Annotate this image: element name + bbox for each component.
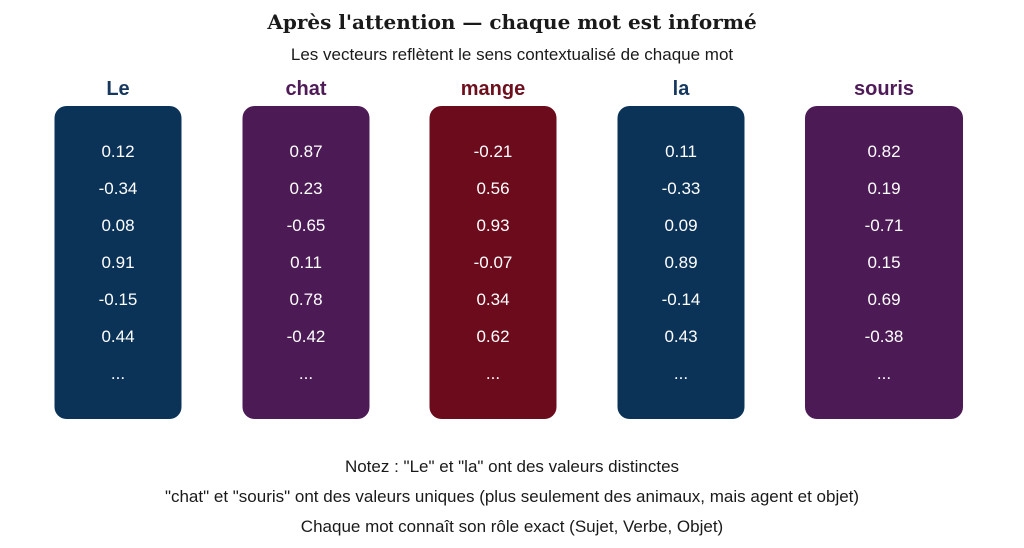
diagram-subtitle: Les vecteurs reflètent le sens contextua… [290,45,734,64]
vector-value: 0.69 [867,290,901,309]
vector-value: 0.19 [867,179,901,198]
vector-value: -0.14 [661,290,701,309]
vector-value: -0.34 [98,179,138,198]
vector-box: 0.11 -0.33 0.09 0.89 -0.14 0.43... [617,106,745,419]
vector-box: 0.87 0.23 -0.65 0.11 0.78 -0.42... [242,106,370,419]
word-label: mange [460,78,526,100]
vector-value: 0.78 [289,290,323,309]
vector-box: 0.82 0.19 -0.71 0.15 0.69 -0.38... [805,106,963,419]
note-line-2: "chat" et "souris" ont des valeurs uniqu… [164,487,860,506]
vector-value: 0.93 [476,216,510,235]
word-label: la [672,78,690,100]
vector-values: 0.87 0.23 -0.65 0.11 0.78 -0.42... [243,106,370,402]
vector-value: -0.07 [473,253,513,272]
vector-box: -0.21 0.56 0.93 -0.07 0.34 0.62... [429,106,557,419]
vector-value: 0.09 [664,216,698,235]
word-label: Le [106,78,130,100]
word-column: chat 0.87 0.23 -0.65 0.11 0.78 -0.42... [226,74,386,419]
diagram-title: Après l'attention — chaque mot est infor… [267,10,757,34]
vector-values: 0.11 -0.33 0.09 0.89 -0.14 0.43... [618,106,745,402]
vector-value: ... [298,364,314,383]
word-label: chat [285,78,327,100]
vector-value: 0.11 [290,253,322,272]
vector-values: 0.82 0.19 -0.71 0.15 0.69 -0.38... [805,106,963,402]
word-column: Le 0.12 -0.34 0.08 0.91 -0.15 0.44... [38,74,198,419]
vector-value: -0.33 [661,179,701,198]
vector-value: 0.82 [867,142,901,161]
vector-value: 0.23 [289,179,323,198]
vector-value: 0.08 [101,216,135,235]
vector-value: -0.38 [864,327,904,346]
word-label: souris [853,78,915,100]
vector-value: -0.71 [864,216,904,235]
vector-value: -0.42 [286,327,326,346]
vector-value: 0.56 [476,179,510,198]
vector-value: 0.44 [101,327,135,346]
note-line-1: Notez : "Le" et "la" ont des valeurs dis… [344,457,680,476]
vector-value: 0.87 [289,142,323,161]
vector-value: 0.34 [476,290,510,309]
vector-value: 0.12 [101,142,135,161]
vector-value: 0.91 [101,253,135,272]
vector-value: ... [110,364,126,383]
vector-value: ... [673,364,689,383]
word-column: mange -0.21 0.56 0.93 -0.07 0.34 0.62... [413,74,573,419]
vector-value: ... [876,364,892,383]
vector-values: -0.21 0.56 0.93 -0.07 0.34 0.62... [430,106,557,402]
note-line-3: Chaque mot connaît son rôle exact (Sujet… [300,517,724,536]
vector-value: -0.15 [98,290,138,309]
vector-value: 0.62 [476,327,510,346]
vector-value: -0.21 [473,142,513,161]
word-column: souris 0.82 0.19 -0.71 0.15 0.69 -0.38... [804,74,964,419]
vector-box: 0.12 -0.34 0.08 0.91 -0.15 0.44... [54,106,182,419]
vector-values: 0.12 -0.34 0.08 0.91 -0.15 0.44... [55,106,182,402]
word-column: la 0.11 -0.33 0.09 0.89 -0.14 0.43... [601,74,761,419]
vector-value: 0.89 [664,253,698,272]
vector-value: 0.11 [665,142,697,161]
vector-value: 0.43 [664,327,698,346]
vector-value: -0.65 [286,216,326,235]
vector-value: 0.15 [867,253,901,272]
vector-value: ... [485,364,501,383]
